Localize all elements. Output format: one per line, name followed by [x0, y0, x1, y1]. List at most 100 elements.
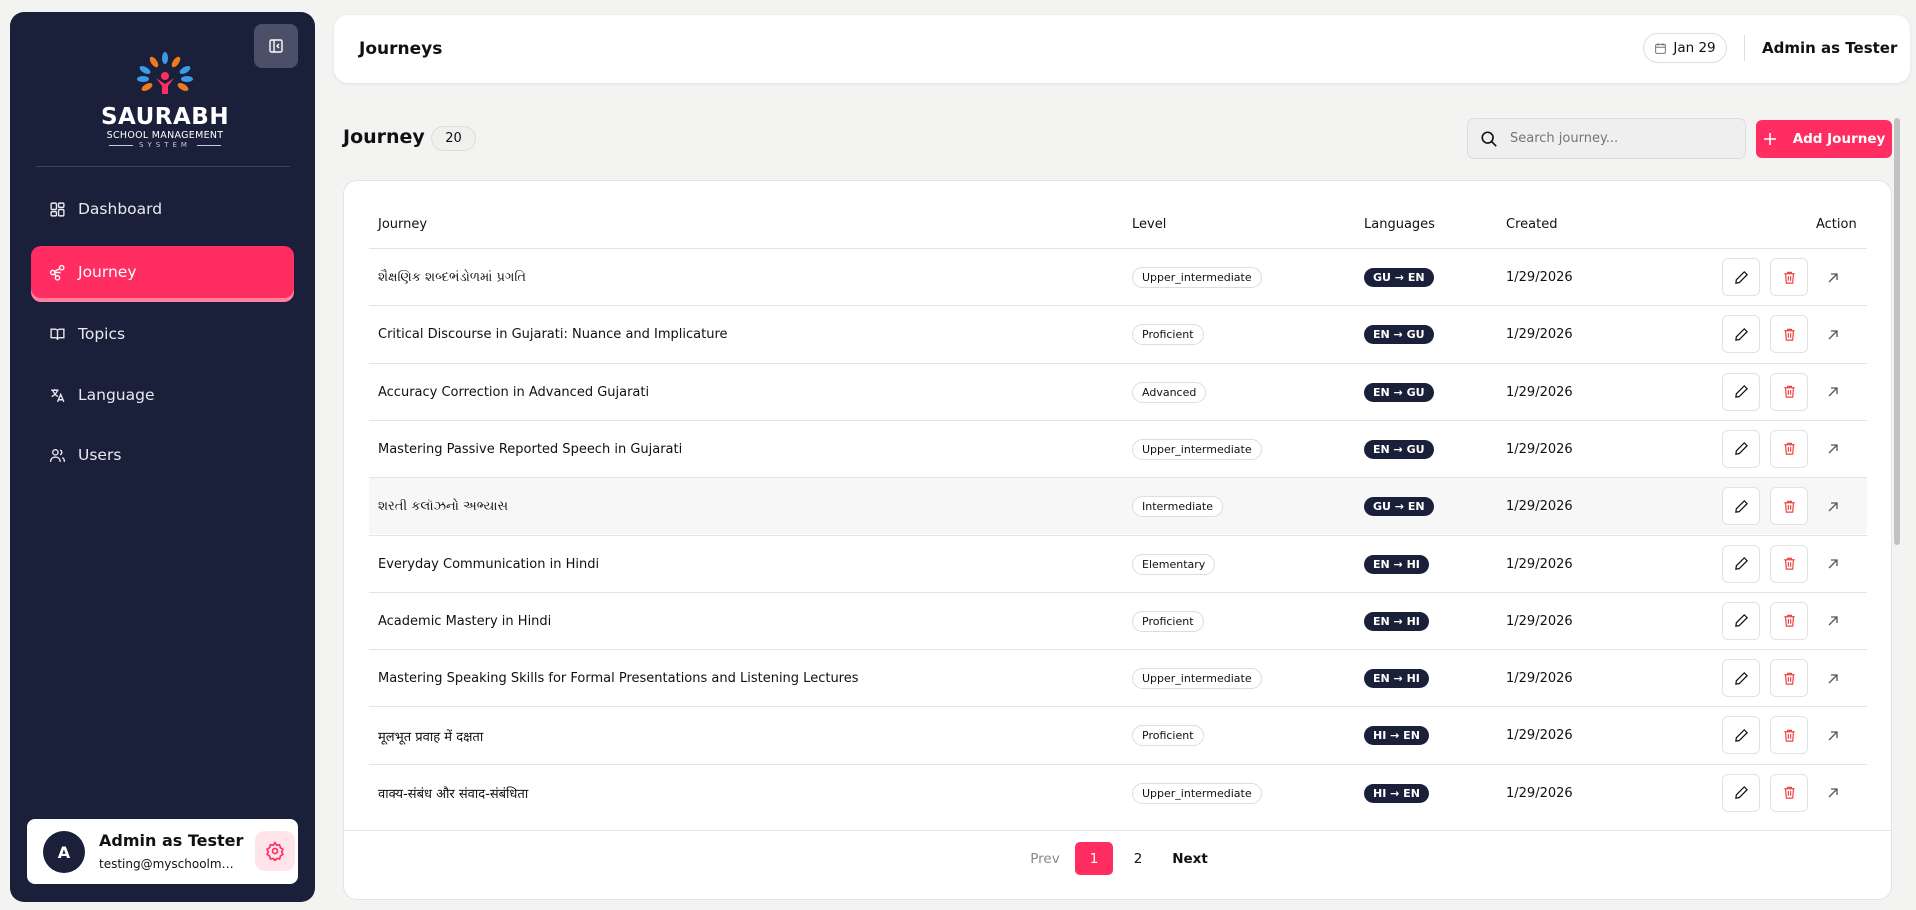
journey-count-badge: 20	[431, 126, 476, 151]
page-title: Journey	[343, 126, 425, 148]
edit-button[interactable]	[1722, 659, 1760, 698]
page-2-button[interactable]: 2	[1133, 850, 1143, 867]
open-button[interactable]	[1827, 306, 1839, 363]
column-header-journey: Journey	[378, 217, 428, 232]
open-button[interactable]	[1827, 536, 1839, 593]
edit-button[interactable]	[1722, 544, 1760, 583]
trash-icon	[1783, 443, 1795, 456]
delete-button[interactable]	[1770, 716, 1808, 755]
edit-button[interactable]	[1722, 258, 1760, 296]
journey-name[interactable]: Critical Discourse in Gujarati: Nuance a…	[378, 327, 728, 343]
sidebar-item-language[interactable]: Language	[31, 369, 294, 421]
book-icon	[50, 327, 65, 340]
language-pair-badge: HI → EN	[1364, 726, 1429, 746]
level-badge: Upper_intermediate	[1132, 267, 1262, 288]
journey-name[interactable]: Everyday Communication in Hindi	[378, 556, 600, 572]
journey-name[interactable]: શૈક્ષણિક શબ્દભંડોળમાં પ્રગતિ	[378, 270, 526, 285]
header-user[interactable]: Admin as Tester	[1762, 39, 1898, 57]
journey-name[interactable]: Academic Mastery in Hindi	[378, 613, 552, 629]
next-page-button[interactable]: Next	[1172, 850, 1208, 867]
table-row[interactable]: मूलभूत प्रवाह में दक्षता Proficient HI →…	[369, 706, 1867, 763]
language-pair-badge: EN → GU	[1364, 382, 1434, 402]
user-name: Admin as Tester	[99, 831, 244, 850]
search-box[interactable]	[1467, 118, 1746, 159]
sidebar-item-journey[interactable]: Journey	[31, 246, 294, 298]
settings-button[interactable]	[255, 831, 295, 871]
edit-button[interactable]	[1722, 372, 1760, 411]
open-button[interactable]	[1827, 593, 1839, 650]
edit-button[interactable]	[1722, 429, 1760, 468]
delete-button[interactable]	[1770, 258, 1808, 296]
logo-flower-icon	[137, 52, 193, 94]
table-row[interactable]: Everyday Communication in Hindi Elementa…	[369, 534, 1867, 593]
trash-icon	[1783, 328, 1795, 341]
level-badge: Proficient	[1132, 610, 1204, 632]
arrow-up-right-icon	[1828, 272, 1838, 282]
delete-button[interactable]	[1770, 315, 1808, 354]
edit-button[interactable]	[1722, 315, 1760, 354]
journey-name[interactable]: Mastering Speaking Skills for Formal Pre…	[378, 671, 859, 687]
open-button[interactable]	[1827, 707, 1839, 764]
created-date: 1/29/2026	[1506, 671, 1573, 687]
table-row[interactable]: Accuracy Correction in Advanced Gujarati…	[369, 362, 1867, 421]
delete-button[interactable]	[1770, 773, 1808, 812]
edit-button[interactable]	[1722, 773, 1760, 812]
edit-button[interactable]	[1722, 487, 1760, 526]
delete-button[interactable]	[1770, 601, 1808, 640]
delete-button[interactable]	[1770, 372, 1808, 411]
sidebar-item-label: Topics	[78, 325, 126, 343]
page-scrollbar[interactable]	[1894, 118, 1900, 545]
column-header-created: Created	[1506, 217, 1558, 232]
edit-button[interactable]	[1722, 601, 1760, 640]
search-input[interactable]	[1510, 131, 1730, 146]
language-pair-badge: EN → HI	[1364, 611, 1429, 631]
journey-name[interactable]: मूलभूत प्रवाह में दक्षता	[378, 729, 484, 745]
delete-button[interactable]	[1770, 544, 1808, 583]
table-row[interactable]: Critical Discourse in Gujarati: Nuance a…	[369, 305, 1867, 362]
edit-button[interactable]	[1722, 716, 1760, 755]
journey-name[interactable]: Mastering Passive Reported Speech in Guj…	[378, 441, 683, 457]
level-badge: Advanced	[1132, 381, 1207, 403]
level-badge: Proficient	[1132, 324, 1204, 346]
sidebar-item-label: Users	[78, 446, 122, 464]
open-button[interactable]	[1827, 765, 1839, 822]
add-journey-button[interactable]: Add Journey	[1756, 120, 1892, 158]
open-button[interactable]	[1827, 421, 1839, 478]
level-badge: Upper_intermediate	[1132, 668, 1262, 690]
delete-button[interactable]	[1770, 429, 1808, 468]
trash-icon	[1783, 729, 1795, 742]
page-1-button[interactable]: 1	[1075, 842, 1113, 875]
open-button[interactable]	[1827, 249, 1839, 306]
created-date: 1/29/2026	[1506, 270, 1573, 285]
prev-page-button[interactable]: Prev	[1030, 850, 1060, 867]
level-badge: Proficient	[1132, 725, 1204, 747]
journey-table-card	[343, 180, 1892, 900]
user-card[interactable]: A Admin as Tester testing@myschoolma...	[27, 819, 298, 884]
journey-name[interactable]: શરતી કલૉઝનો અભ્યાસ	[378, 499, 508, 515]
sidebar-item-topics[interactable]: Topics	[31, 308, 294, 360]
open-button[interactable]	[1827, 478, 1839, 535]
table-row[interactable]: Mastering Speaking Skills for Formal Pre…	[369, 649, 1867, 706]
created-date: 1/29/2026	[1506, 728, 1573, 744]
sidebar-item-users[interactable]: Users	[31, 429, 294, 481]
table-row[interactable]: Academic Mastery in Hindi Proficient EN …	[369, 591, 1867, 650]
delete-button[interactable]	[1770, 659, 1808, 698]
collapse-sidebar-button[interactable]	[254, 24, 298, 68]
journey-name[interactable]: वाक्य-संबंध और संवाद-संबंधिता	[378, 787, 529, 803]
table-row[interactable]: वाक्य-संबंध और संवाद-संबंधिता Upper_inte…	[369, 763, 1867, 822]
sidebar-item-label: Language	[78, 386, 155, 404]
arrow-up-right-icon	[1828, 559, 1838, 569]
table-row[interactable]: શૈક્ષણિક શબ્દભંડોળમાં પ્રગતિ Upper_inter…	[369, 248, 1867, 305]
sidebar-item-dashboard[interactable]: Dashboard	[31, 183, 294, 235]
open-button[interactable]	[1827, 650, 1839, 707]
language-pair-badge: GU → EN	[1364, 497, 1434, 517]
table-row[interactable]: Mastering Passive Reported Speech in Guj…	[369, 419, 1867, 478]
open-button[interactable]	[1827, 364, 1839, 421]
level-badge: Elementary	[1132, 553, 1216, 575]
journey-name[interactable]: Accuracy Correction in Advanced Gujarati	[378, 384, 650, 400]
logo-subtitle: SCHOOL MANAGEMENT	[106, 130, 224, 141]
pencil-icon	[1734, 614, 1748, 628]
table-row[interactable]: શરતી કલૉઝનો અભ્યાસ Intermediate GU → EN …	[369, 477, 1867, 535]
sidebar-collapse-icon	[269, 39, 283, 53]
delete-button[interactable]	[1770, 487, 1808, 526]
